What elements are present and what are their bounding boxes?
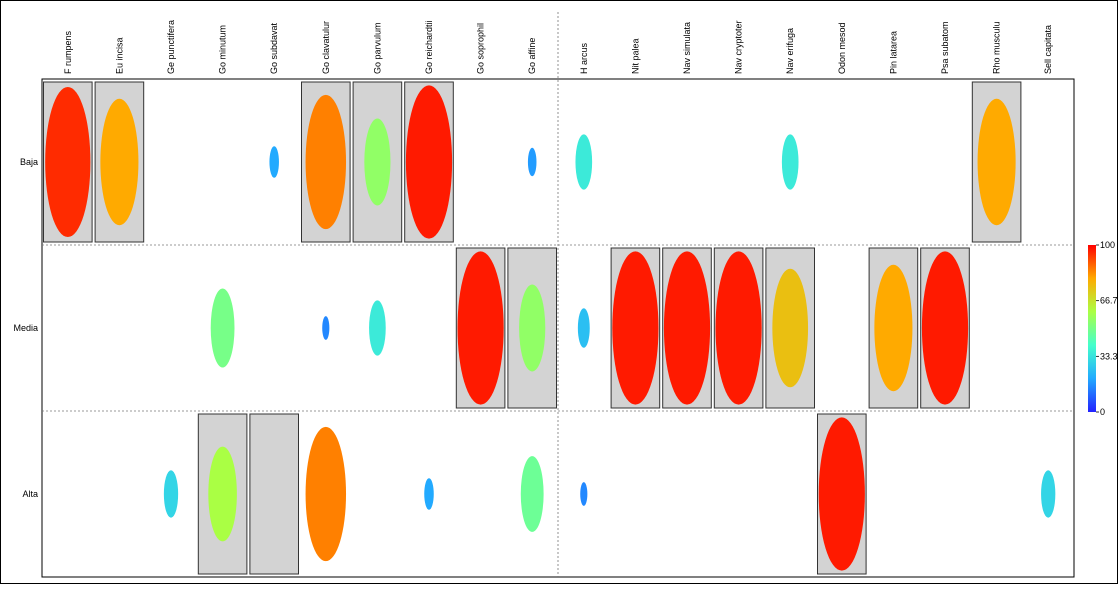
column-label: Nit palea — [630, 38, 640, 74]
cell-ellipse — [977, 98, 1016, 226]
column-label: Odon mesod — [837, 22, 847, 74]
legend-tick-label: 0 — [1100, 407, 1105, 417]
cell-ellipse — [405, 85, 453, 239]
legend-tick-label: 33.3 — [1100, 351, 1118, 361]
highlight-box — [249, 413, 299, 575]
cell-ellipse — [874, 264, 913, 392]
column-label: Go minutum — [218, 25, 228, 74]
cell-ellipse — [163, 470, 179, 518]
column-label: Psa subatom — [940, 21, 950, 74]
cell-ellipse — [575, 134, 593, 190]
cell-ellipse — [457, 251, 504, 405]
column-label: Pin latarea — [888, 31, 898, 74]
row-label: Alta — [22, 489, 38, 499]
legend-tick-label: 66.7 — [1100, 296, 1118, 306]
cell-ellipse — [305, 94, 347, 230]
column-label: H arcus — [579, 42, 589, 74]
column-label: Rho musculu — [992, 21, 1002, 74]
cell-ellipse — [519, 284, 546, 372]
cell-ellipse — [210, 288, 235, 368]
cell-ellipse — [577, 308, 590, 348]
cell-ellipse — [781, 134, 799, 190]
cell-ellipse — [208, 446, 237, 542]
cell-ellipse — [772, 268, 809, 388]
column-label: Nav cryptoter — [734, 20, 744, 74]
column-label: Go subdavat — [269, 22, 279, 74]
cell-ellipse — [322, 316, 330, 340]
cell-ellipse — [305, 426, 347, 562]
column-label: Go reichardtii — [424, 20, 434, 74]
cell-ellipse — [1041, 470, 1056, 518]
cell-ellipse — [818, 417, 865, 571]
cell-ellipse — [527, 147, 537, 177]
column-label: Go clavatulur — [321, 21, 331, 74]
cell-ellipse — [45, 86, 91, 238]
column-label: Eu incisa — [114, 37, 124, 74]
row-label: Baja — [20, 157, 38, 167]
cell-ellipse — [424, 478, 434, 510]
cell-ellipse — [269, 146, 279, 178]
cell-ellipse — [364, 118, 391, 206]
column-label: Nav erifuga — [785, 28, 795, 74]
column-label: Sell capitata — [1043, 25, 1053, 74]
column-label: Go soprophil — [476, 23, 486, 74]
color-legend-bar — [1088, 245, 1096, 412]
cell-ellipse — [369, 300, 386, 356]
column-label: Go affine — [527, 38, 537, 74]
cell-ellipse — [715, 251, 762, 405]
column-label: Go parvulum — [372, 22, 382, 74]
column-label: Ge punctifera — [166, 20, 176, 74]
column-label: Nav simulata — [682, 22, 692, 74]
row-label: Media — [13, 323, 38, 333]
legend-tick-label: 100 — [1100, 240, 1115, 250]
cell-ellipse — [580, 482, 588, 506]
cell-ellipse — [612, 251, 659, 405]
cell-ellipse — [921, 251, 969, 405]
column-label: F rumpens — [63, 30, 73, 74]
cell-ellipse — [520, 456, 544, 532]
cell-ellipse — [663, 251, 711, 405]
cell-ellipse — [100, 98, 139, 226]
